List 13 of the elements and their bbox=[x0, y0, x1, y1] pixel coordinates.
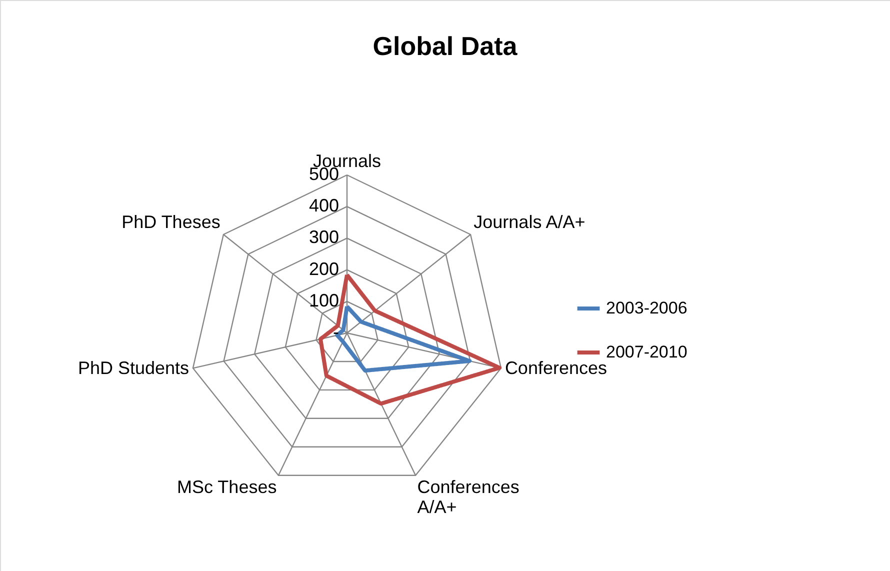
spoke-label: MSc Theses bbox=[177, 476, 277, 497]
y-tick-label: 300 bbox=[308, 227, 339, 248]
spoke-label: PhD Students bbox=[78, 358, 190, 378]
y-tick-label: 100 bbox=[308, 290, 339, 310]
spoke-label: Journals A/A+ bbox=[474, 212, 586, 232]
spoke-label: PhD Theses bbox=[122, 212, 220, 232]
y-tick-label: 400 bbox=[308, 196, 339, 216]
y-tick-label: 200 bbox=[308, 258, 339, 279]
legend-label: 2007-2010 bbox=[606, 342, 688, 362]
spoke-label: Conferences A/A+ bbox=[417, 476, 520, 517]
legend-label: 2003-2006 bbox=[606, 298, 688, 318]
spoke-label: Conferences bbox=[504, 358, 607, 378]
chart-title: Global Data bbox=[372, 31, 518, 61]
